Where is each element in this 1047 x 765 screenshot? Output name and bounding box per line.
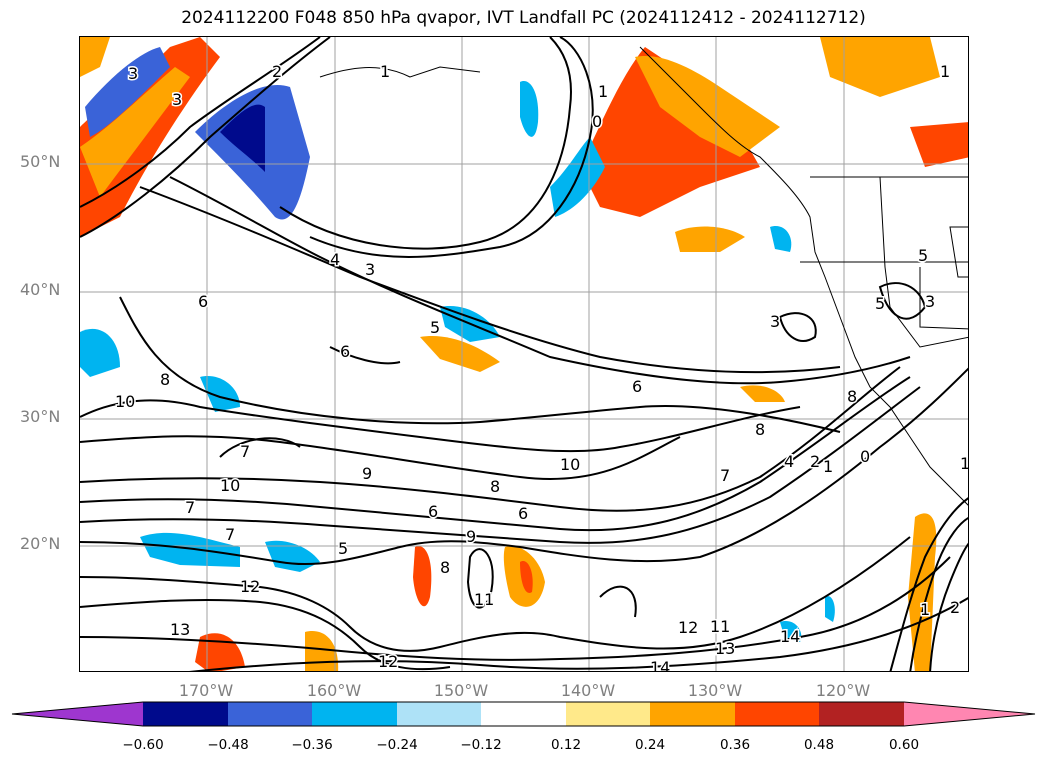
contour-label: 6 bbox=[198, 292, 208, 311]
ivt-contours bbox=[80, 37, 968, 671]
contour-label: 0 bbox=[860, 447, 870, 466]
contour-label: 5 bbox=[918, 246, 928, 265]
colorbar-bin bbox=[397, 702, 481, 726]
contour-label: 10 bbox=[220, 476, 240, 495]
colorbar-tick: 0.36 bbox=[719, 737, 751, 753]
contour-label: 1 bbox=[920, 600, 930, 619]
lon-label-150w: 150°W bbox=[433, 681, 489, 700]
graticule bbox=[80, 37, 968, 671]
contour-label: 6 bbox=[428, 502, 438, 521]
contour-label: 12 bbox=[678, 618, 698, 637]
contour-label: 12 bbox=[240, 577, 260, 596]
contour-label: 4 bbox=[784, 452, 794, 471]
contour-label: 7 bbox=[225, 525, 235, 544]
lon-label-130w: 130°W bbox=[687, 681, 743, 700]
contour-label: 7 bbox=[720, 466, 730, 485]
contour-label: 10 bbox=[560, 455, 580, 474]
contour-label: 8 bbox=[847, 387, 857, 406]
contour-label: 8 bbox=[440, 558, 450, 577]
colorbar-extend-high bbox=[904, 702, 1035, 726]
contour-label: 3 bbox=[365, 260, 375, 279]
contour-label: 3 bbox=[128, 64, 138, 83]
contour-label: 2 bbox=[810, 452, 820, 471]
colorbar-tick: −0.60 bbox=[122, 737, 164, 753]
contour-label: 14 bbox=[780, 627, 800, 646]
lat-label-40n: 40°N bbox=[20, 280, 61, 299]
contour-labels: 3 4 3 5 6 7 6 8 6 8 10 7 9 10 8 10 6 6 9… bbox=[114, 61, 969, 672]
contour-label: 1 bbox=[598, 82, 608, 101]
map-canvas: 3 4 3 5 6 7 6 8 6 8 10 7 9 10 8 10 6 6 9… bbox=[80, 37, 969, 672]
contour-label: 14 bbox=[650, 658, 670, 672]
contour-label: 2 bbox=[272, 62, 282, 81]
contour-label: 5 bbox=[430, 318, 440, 337]
lon-label-140w: 140°W bbox=[560, 681, 616, 700]
colorbar-tick: 0.12 bbox=[550, 737, 582, 753]
colorbar-tick: −0.36 bbox=[291, 737, 333, 753]
map-panel: 3 4 3 5 6 7 6 8 6 8 10 7 9 10 8 10 6 6 9… bbox=[79, 36, 969, 672]
lat-label-20n: 20°N bbox=[20, 534, 61, 553]
contour-label: 7 bbox=[185, 498, 195, 517]
colorbar-tick: 0.48 bbox=[803, 737, 835, 753]
lat-label-30n: 30°N bbox=[20, 407, 61, 426]
contour-label: 1 bbox=[823, 457, 833, 476]
contour-label: 2 bbox=[950, 598, 960, 617]
contour-label: 7 bbox=[240, 442, 250, 461]
colorbar-tick: −0.48 bbox=[207, 737, 249, 753]
contour-label: 10 bbox=[115, 392, 135, 411]
colorbar-tick: 0.60 bbox=[888, 737, 920, 753]
contour-label: 11 bbox=[710, 617, 730, 636]
contour-label: 5 bbox=[875, 294, 885, 313]
contour-label: 8 bbox=[755, 420, 765, 439]
contour-label: 6 bbox=[518, 504, 528, 523]
colorbar-tick: −0.12 bbox=[460, 737, 502, 753]
contour-label: 1 bbox=[380, 62, 390, 81]
colorbar bbox=[11, 701, 1036, 727]
contour-label: 6 bbox=[632, 377, 642, 396]
colorbar-bin bbox=[481, 702, 566, 726]
lon-label-120w: 120°W bbox=[815, 681, 871, 700]
contour-label: 9 bbox=[466, 527, 476, 546]
contour-label: 5 bbox=[338, 539, 348, 558]
colorbar-bin bbox=[819, 702, 904, 726]
contour-label: 3 bbox=[925, 292, 935, 311]
contour-label: 1 bbox=[940, 62, 950, 81]
lat-label-50n: 50°N bbox=[20, 152, 61, 171]
colorbar-tick: 0.24 bbox=[634, 737, 666, 753]
contour-label: 3 bbox=[770, 312, 780, 331]
colorbar-bin bbox=[312, 702, 397, 726]
colorbar-tick: −0.24 bbox=[376, 737, 418, 753]
lon-label-170w: 170°W bbox=[178, 681, 234, 700]
colorbar-bin bbox=[228, 702, 312, 726]
contour-label: 13 bbox=[715, 639, 735, 658]
contour-label: 8 bbox=[160, 370, 170, 389]
colorbar-bin bbox=[143, 702, 228, 726]
colorbar-bin bbox=[566, 702, 650, 726]
contour-label: 13 bbox=[170, 620, 190, 639]
colorbar-bin bbox=[735, 702, 819, 726]
colorbar-bin bbox=[650, 702, 735, 726]
contour-label: 0 bbox=[592, 112, 602, 131]
shading-layer bbox=[80, 37, 968, 671]
contour-label: 8 bbox=[490, 477, 500, 496]
map-title: 2024112200 F048 850 hPa qvapor, IVT Land… bbox=[181, 8, 866, 28]
coastlines bbox=[319, 46, 968, 506]
colorbar-extend-low bbox=[12, 702, 143, 726]
contour-label: 3 bbox=[172, 90, 182, 109]
contour-label: 12 bbox=[378, 652, 398, 671]
contour-label: 4 bbox=[330, 250, 340, 269]
lon-label-160w: 160°W bbox=[306, 681, 362, 700]
contour-label: 9 bbox=[362, 464, 372, 483]
contour-label: 11 bbox=[474, 590, 494, 609]
contour-label: 6 bbox=[340, 342, 350, 361]
contour-label: 1 bbox=[960, 454, 969, 473]
